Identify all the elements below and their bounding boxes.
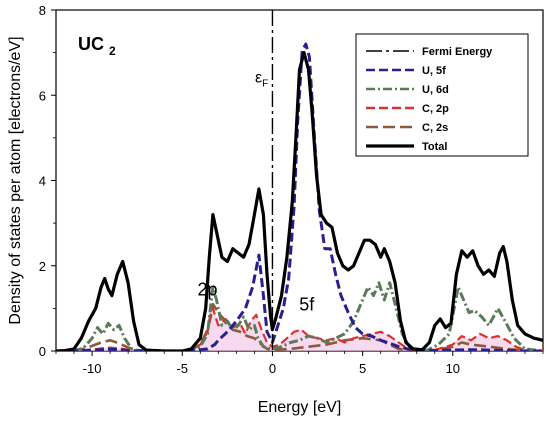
legend-label: C, 2s xyxy=(422,122,448,134)
x-axis-label: Energy [eV] xyxy=(258,399,342,416)
x-tick-label: 5 xyxy=(359,361,366,376)
series-line-c-2s xyxy=(56,302,543,351)
annotation-fermi-symbol: εF xyxy=(255,69,268,89)
annotation-2p: 2p xyxy=(197,280,217,300)
y-tick-label: 0 xyxy=(39,344,46,359)
y-tick-label: 2 xyxy=(39,259,46,274)
legend-label: Fermi Energy xyxy=(422,46,493,58)
legend-label: Total xyxy=(422,141,447,153)
series-line-u-6d xyxy=(56,281,543,351)
series-layer xyxy=(56,10,543,351)
y-axis-ticks: 0 2 4 6 8 xyxy=(39,3,56,359)
x-tick-label: -5 xyxy=(176,361,188,376)
x-axis-ticks: -10 -5 0 5 10 xyxy=(55,351,544,376)
y-axis-label: Density of states per atom [electrons/eV… xyxy=(7,36,24,324)
x-tick-label: 0 xyxy=(269,361,276,376)
y-tick-label: 8 xyxy=(39,3,46,18)
legend-label: U, 5f xyxy=(422,65,446,77)
y-tick-label: 6 xyxy=(39,88,46,103)
series-line-total xyxy=(56,51,543,351)
chart-title-main: UC xyxy=(78,34,104,54)
legend-label: C, 2p xyxy=(422,103,449,115)
chart-title: UC 2 xyxy=(78,34,116,58)
legend-label: U, 6d xyxy=(422,84,449,96)
chart-title-subscript: 2 xyxy=(109,44,116,58)
annotation-5f: 5f xyxy=(299,295,315,315)
y-tick-label: 4 xyxy=(39,174,46,189)
x-tick-label: -10 xyxy=(83,361,102,376)
annotations: εF 2p 5f xyxy=(197,69,315,314)
legend: Fermi Energy U, 5f U, 6d C, 2p C, 2s Total xyxy=(355,33,529,157)
legend-box xyxy=(355,33,529,157)
x-tick-label: 10 xyxy=(446,361,460,376)
